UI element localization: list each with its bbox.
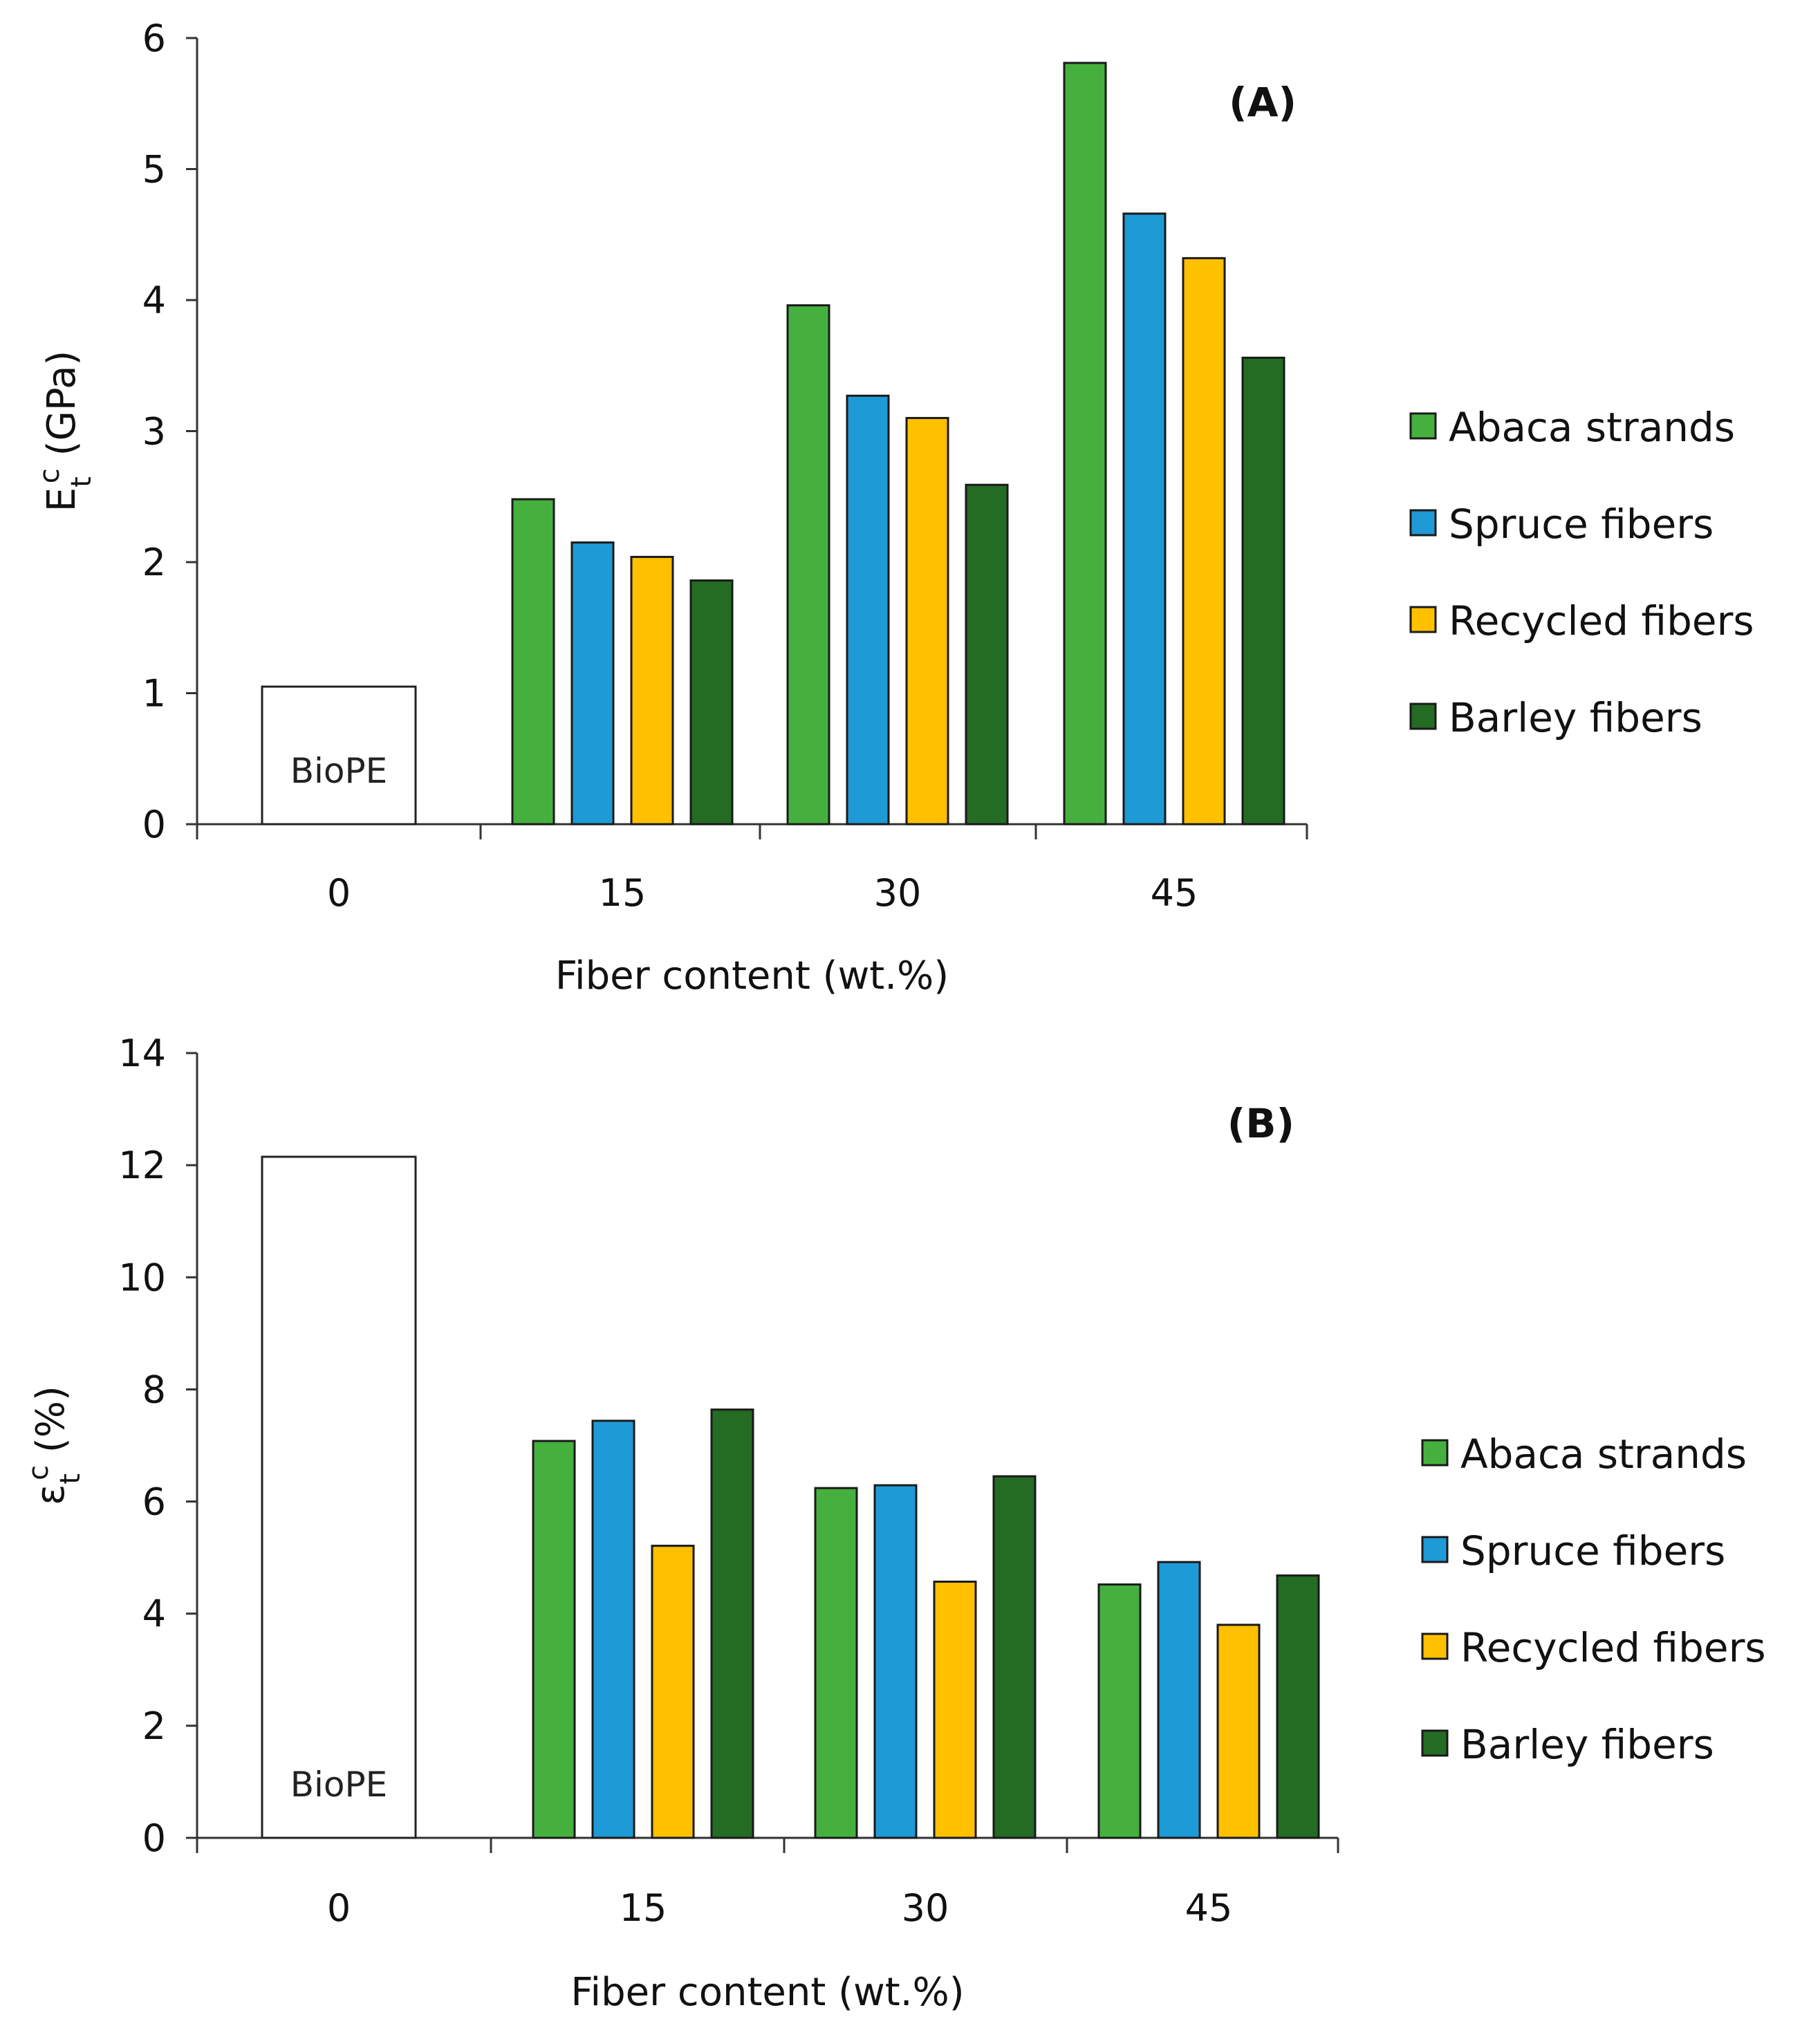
legend-swatch [1409,509,1437,537]
bar [1157,1561,1201,1839]
x-tick-label: 0 [327,1886,351,1930]
y-axis-title-sup: c [23,1465,55,1480]
bar [933,1581,977,1839]
y-tick-label: 12 [118,1144,166,1187]
bar-label-biope: BioPE [290,1765,388,1805]
legend-label: Abaca strands [1449,404,1735,451]
y-axis-title-unit: (GPa) [39,351,84,468]
bar [965,483,1009,826]
y-tick-label: 10 [118,1256,166,1299]
y-axis-title-sup: c [34,468,66,483]
legend-swatch [1421,1632,1449,1660]
bar [511,498,555,826]
bar [814,1487,858,1839]
x-tick-label: 0 [327,871,351,915]
legend-label: Barley fibers [1460,1721,1714,1768]
bar-label-biope: BioPE [290,751,388,791]
y-tick-label: 4 [142,1592,166,1636]
bar [1241,356,1285,826]
x-tick-label: 30 [874,871,922,915]
panel-label: (B) [1227,1100,1294,1147]
x-axis-title: Fiber content (wt.%) [570,1970,964,2015]
bar-biope [261,1155,417,1839]
bar [630,555,674,826]
x-tick-label: 15 [620,1886,667,1930]
legend-swatch [1421,1536,1449,1563]
bar [873,1484,918,1839]
bar [591,1420,635,1839]
bar [846,394,890,826]
x-tick-label: 45 [1151,871,1198,915]
bar [651,1545,695,1839]
bar [1216,1624,1261,1839]
y-tick-label: 14 [118,1032,166,1075]
bar [786,304,830,826]
panel-label: (A) [1229,79,1297,126]
bar [1122,212,1167,826]
bar [532,1440,576,1839]
y-tick-label: 5 [142,148,166,192]
bar [1276,1574,1320,1839]
y-axis-title-sub: t [66,476,98,487]
y-axis-title-main: E [39,487,84,512]
chart-panel-b: 0 2 4 6 8 10 12 14 0 15 30 45 Fiber content (wt.%) εt… [23,1032,1766,2015]
x-tick-label: 30 [902,1886,949,1930]
legend-swatch [1421,1729,1449,1757]
y-tick-label: 4 [142,279,166,322]
y-axis-title: εtc (%) [23,1386,86,1505]
bar [689,579,734,826]
legend-label: Recycled fibers [1449,597,1754,644]
bar [1097,1583,1142,1839]
x-tick-label: 45 [1185,1886,1233,1930]
legend-label: Recycled fibers [1460,1624,1766,1671]
y-axis-title: Etc (GPa) [34,351,98,512]
legend-swatch [1421,1439,1449,1467]
y-axis-title-main: ε [28,1485,73,1505]
y-axis-title-unit: (%) [28,1386,73,1465]
y-tick-label: 6 [142,1480,166,1524]
legend-swatch [1409,606,1437,633]
bar [1063,62,1107,826]
y-tick-label: 0 [142,1816,166,1860]
x-tick-label: 15 [599,871,647,915]
y-tick-label: 2 [142,1704,166,1748]
y-tick-label: 2 [142,541,166,584]
y-tick-label: 3 [142,410,166,454]
y-axis-title-sub: t [55,1473,86,1485]
bar [905,417,949,826]
bar [1182,257,1226,826]
legend-label: Spruce fibers [1460,1527,1725,1574]
bar [570,541,615,826]
legend-swatch [1409,412,1437,440]
bar [992,1475,1037,1839]
y-tick-label: 0 [142,803,166,846]
bar [710,1408,754,1839]
x-axis-title: Fiber content (wt.%) [555,953,949,998]
y-tick-label: 1 [142,672,166,716]
legend-label: Spruce fibers [1449,501,1714,548]
y-tick-label: 6 [142,17,166,60]
legend-label: Abaca strands [1460,1431,1747,1478]
bar-biope [261,685,417,826]
y-tick-label: 8 [142,1368,166,1411]
legend-swatch [1409,703,1437,730]
legend-label: Barley fibers [1449,694,1702,741]
